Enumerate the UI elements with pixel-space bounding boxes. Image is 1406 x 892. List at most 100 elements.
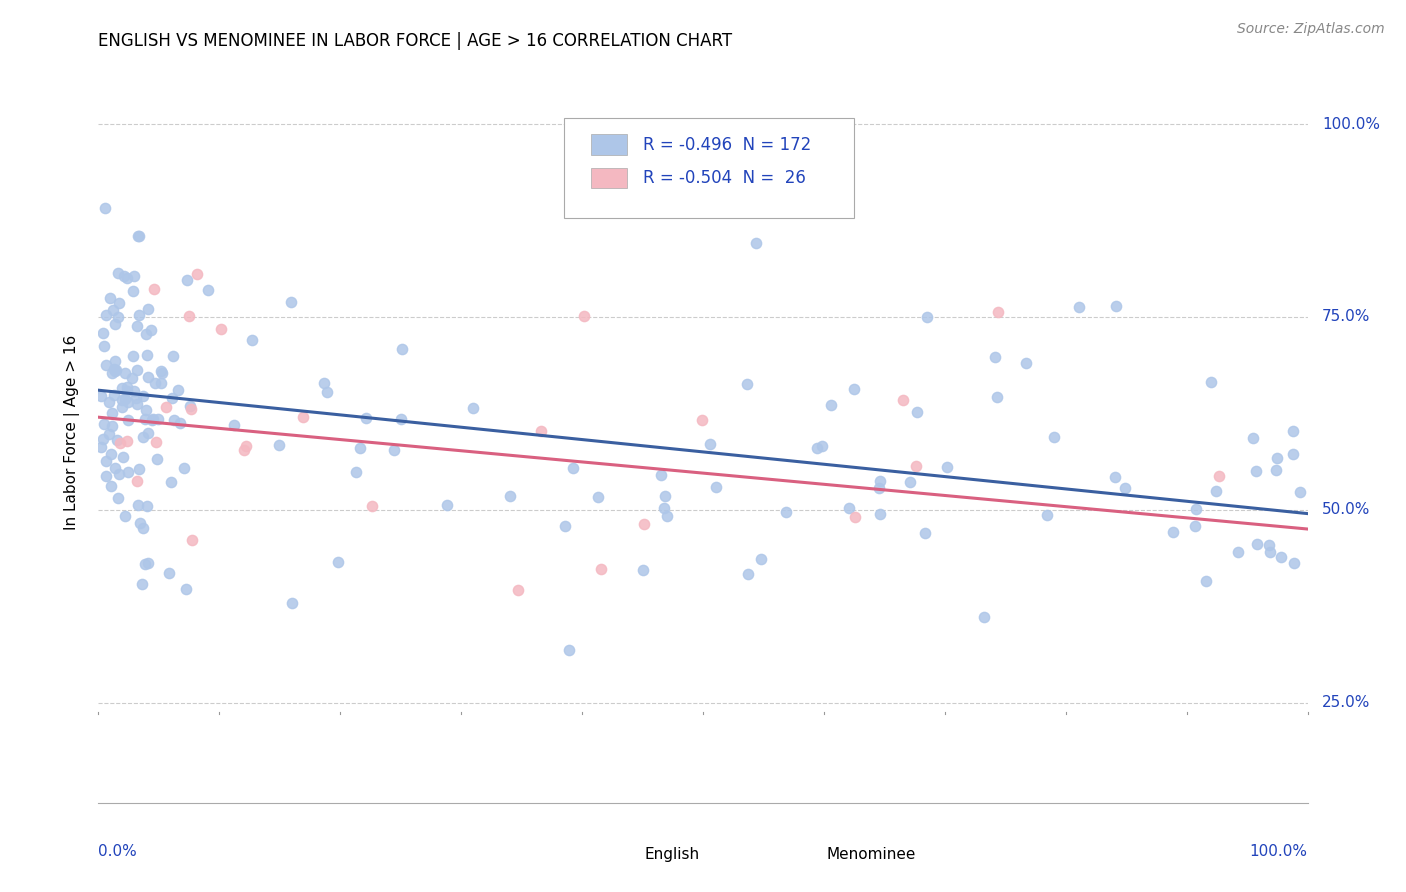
Point	[98, 395, 121, 409]
Point	[1184, 518, 1206, 533]
Point	[108, 296, 131, 310]
Point	[148, 411, 170, 425]
Point	[806, 441, 828, 455]
Point	[557, 642, 579, 657]
Text: Menominee: Menominee	[827, 847, 915, 863]
Point	[315, 384, 337, 399]
Point	[105, 434, 128, 448]
Text: 0.0%: 0.0%	[98, 844, 138, 858]
Point	[103, 388, 125, 402]
Point	[1257, 538, 1279, 552]
Point	[155, 400, 177, 414]
Point	[820, 399, 842, 413]
Point	[654, 500, 676, 515]
Point	[1282, 556, 1305, 570]
Point	[115, 271, 138, 285]
Point	[111, 393, 134, 408]
Point	[136, 556, 159, 570]
Point	[132, 521, 155, 535]
Point	[146, 451, 169, 466]
Point	[104, 461, 127, 475]
Point	[360, 500, 382, 514]
Point	[142, 282, 165, 296]
Point	[150, 367, 173, 381]
Point	[704, 480, 727, 494]
Point	[98, 427, 121, 442]
Point	[326, 555, 349, 569]
Point	[1035, 508, 1057, 522]
Point	[281, 596, 304, 610]
Point	[631, 563, 654, 577]
Bar	[591, 135, 627, 155]
Point	[745, 235, 768, 250]
Point	[589, 562, 612, 576]
Point	[915, 310, 938, 325]
Text: ENGLISH VS MENOMINEE IN LABOR FORCE | AGE > 16 CORRELATION CHART: ENGLISH VS MENOMINEE IN LABOR FORCE | AG…	[98, 32, 733, 50]
Point	[101, 419, 124, 434]
Point	[242, 333, 264, 347]
Point	[128, 516, 150, 530]
Point	[104, 363, 127, 377]
Point	[132, 430, 155, 444]
Point	[115, 434, 138, 448]
Point	[100, 366, 122, 380]
Bar	[591, 168, 627, 188]
Point	[904, 459, 927, 474]
Point	[98, 292, 121, 306]
Point	[125, 396, 148, 410]
Point	[115, 380, 138, 394]
Point	[463, 401, 485, 415]
Point	[138, 425, 160, 440]
Point	[131, 389, 153, 403]
Text: 25.0%: 25.0%	[1322, 695, 1371, 710]
Point	[149, 376, 172, 391]
Point	[586, 490, 609, 504]
Point	[1015, 356, 1038, 370]
Point	[1184, 501, 1206, 516]
Text: 50.0%: 50.0%	[1322, 502, 1371, 517]
Point	[100, 406, 122, 420]
Point	[104, 353, 127, 368]
Point	[280, 295, 302, 310]
Point	[94, 358, 117, 372]
Point	[100, 447, 122, 461]
Bar	[606, 844, 637, 866]
Point	[699, 437, 721, 451]
Point	[107, 266, 129, 280]
Point	[127, 229, 149, 244]
Point	[114, 392, 136, 406]
Point	[157, 566, 180, 581]
Point	[1227, 545, 1250, 559]
Point	[162, 350, 184, 364]
Point	[905, 405, 928, 419]
Point	[692, 413, 714, 427]
Point	[90, 389, 112, 403]
Point	[122, 269, 145, 284]
Point	[163, 412, 186, 426]
Point	[344, 465, 367, 479]
Point	[131, 576, 153, 591]
Point	[735, 377, 758, 392]
Point	[811, 439, 834, 453]
Point	[869, 507, 891, 521]
Point	[167, 383, 190, 397]
Point	[914, 526, 936, 541]
Point	[111, 381, 134, 395]
Text: R = -0.496  N = 172: R = -0.496 N = 172	[643, 136, 811, 153]
Point	[104, 317, 127, 331]
Text: English: English	[645, 847, 700, 863]
Point	[869, 475, 891, 489]
Point	[1282, 446, 1305, 460]
Point	[142, 412, 165, 426]
Point	[135, 326, 157, 341]
Point	[122, 384, 145, 398]
Point	[173, 461, 195, 475]
Point	[135, 402, 157, 417]
Point	[391, 342, 413, 356]
Point	[179, 399, 201, 413]
Point	[1270, 550, 1292, 565]
Point	[498, 489, 520, 503]
Point	[209, 322, 232, 336]
Point	[160, 391, 183, 405]
Point	[125, 319, 148, 334]
